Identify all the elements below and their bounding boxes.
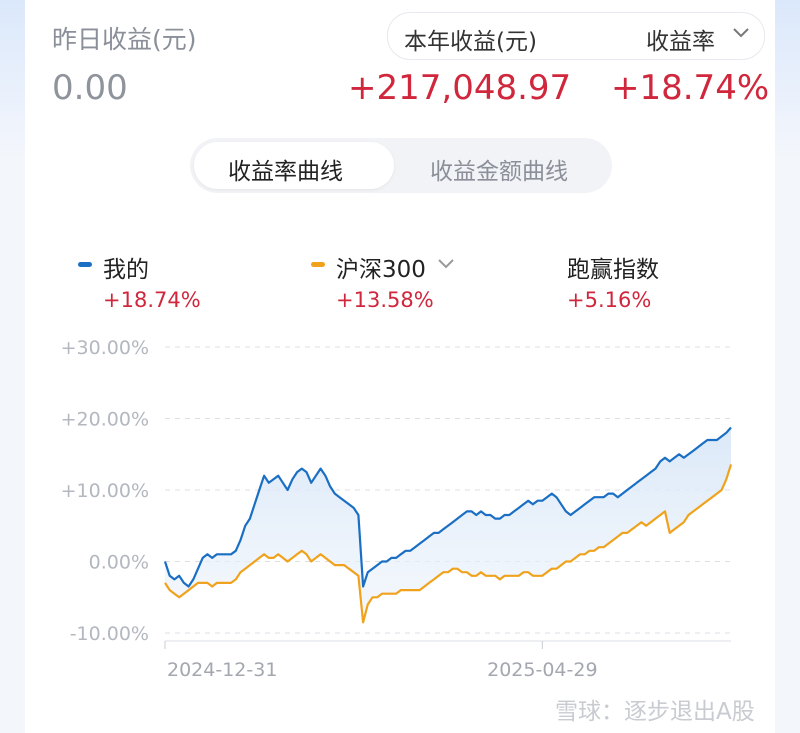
- legend-index-value: +13.58%: [336, 288, 434, 312]
- profit-rate-value: +18.74%: [611, 68, 770, 108]
- year-profit-label: 本年收益(元): [404, 29, 537, 55]
- x-tick-label: 2024-12-31: [167, 659, 277, 681]
- tab-rate-curve[interactable]: 收益率曲线: [194, 142, 394, 189]
- legend-mine-marker: [78, 262, 92, 267]
- profit-card: 昨日收益(元) 0.00 本年收益(元) 收益率 +217,048.97 +18…: [25, 0, 775, 733]
- legend-mine-value: +18.74%: [103, 288, 201, 312]
- year-profit-selector[interactable]: 本年收益(元) 收益率: [387, 12, 765, 60]
- y-tick-label: +30.00%: [61, 337, 149, 359]
- y-tick-label: -10.00%: [70, 623, 149, 645]
- x-tick-label: 2025-04-29: [487, 659, 597, 681]
- series-line-index: [164, 464, 733, 624]
- y-tick-label: +20.00%: [61, 409, 149, 431]
- y-tick-label: +10.00%: [61, 480, 149, 502]
- rate-dropdown-label[interactable]: 收益率: [646, 29, 715, 55]
- return-curve-chart: +30.00% +20.00% +10.00% 0.00% -10.00% 2024-1…: [61, 337, 733, 681]
- watermark: 雪球：逐步退出A股: [555, 699, 755, 725]
- legend-excess-value: +5.16%: [567, 288, 652, 312]
- legend-mine-name: 我的: [103, 257, 149, 283]
- curve-type-switch: 收益率曲线 收益金额曲线: [190, 138, 612, 193]
- series-line-mine: [163, 426, 732, 588]
- legend-excess-name: 跑赢指数: [567, 257, 659, 283]
- excess-area: [165, 427, 731, 623]
- tab-amount-curve[interactable]: 收益金额曲线: [430, 159, 568, 185]
- index-chevron-down-icon[interactable]: [437, 258, 455, 270]
- y-tick-label: 0.00%: [89, 552, 149, 574]
- legend-index-name[interactable]: 沪深300: [336, 257, 426, 283]
- yesterday-profit-label: 昨日收益(元): [52, 25, 197, 54]
- legend-index-marker: [311, 262, 325, 267]
- year-profit-value: +217,048.97: [348, 68, 572, 108]
- yesterday-profit-value: 0.00: [52, 68, 128, 108]
- chevron-down-icon[interactable]: [732, 27, 750, 39]
- tab-rate-curve-label: 收益率曲线: [228, 159, 343, 185]
